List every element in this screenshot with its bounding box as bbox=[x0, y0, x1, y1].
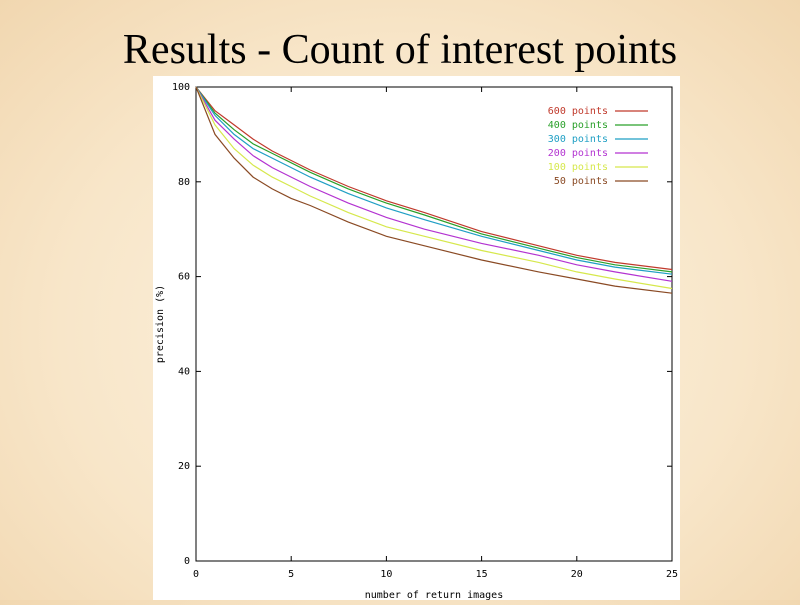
x-tick-label: 15 bbox=[476, 569, 488, 580]
y-tick-label: 100 bbox=[172, 82, 190, 93]
y-tick-label: 20 bbox=[178, 461, 190, 472]
series-line-200-points bbox=[195, 86, 673, 282]
x-tick-label: 25 bbox=[666, 569, 678, 580]
legend-label: 600 points bbox=[548, 106, 608, 117]
plot-frame bbox=[195, 86, 673, 562]
x-axis-label: number of return images bbox=[365, 590, 503, 600]
legend-label: 400 points bbox=[548, 120, 608, 131]
x-tick-label: 20 bbox=[571, 569, 583, 580]
series-line-300-points bbox=[195, 86, 673, 275]
series-line-100-points bbox=[195, 86, 673, 290]
slide-title: Results - Count of interest points bbox=[122, 27, 678, 73]
x-tick-label: 10 bbox=[380, 569, 392, 580]
y-tick-label: 80 bbox=[178, 177, 190, 188]
series-line-600-points bbox=[195, 86, 673, 271]
series-line-50-points bbox=[195, 86, 673, 294]
y-axis-label: precision (%) bbox=[155, 285, 166, 363]
precision-chart: 0 5 10 15 20 25 0 20 40 60 80 100 600 points 400 poi… bbox=[155, 82, 678, 601]
y-tick-label: 40 bbox=[178, 366, 190, 377]
series-line-400-points bbox=[195, 86, 673, 273]
y-tick-label: 0 bbox=[184, 556, 190, 567]
y-tick-label: 60 bbox=[178, 272, 190, 283]
legend-label: 200 points bbox=[548, 148, 608, 159]
x-tick-label: 0 bbox=[193, 569, 199, 580]
legend-label: 50 points bbox=[554, 176, 608, 187]
chart-panel: 0 5 10 15 20 25 0 20 40 60 80 100 600 points 400 poi… bbox=[153, 76, 680, 601]
legend-label: 300 points bbox=[548, 134, 608, 145]
legend-label: 100 points bbox=[548, 162, 608, 173]
x-tick-label: 5 bbox=[288, 569, 294, 580]
